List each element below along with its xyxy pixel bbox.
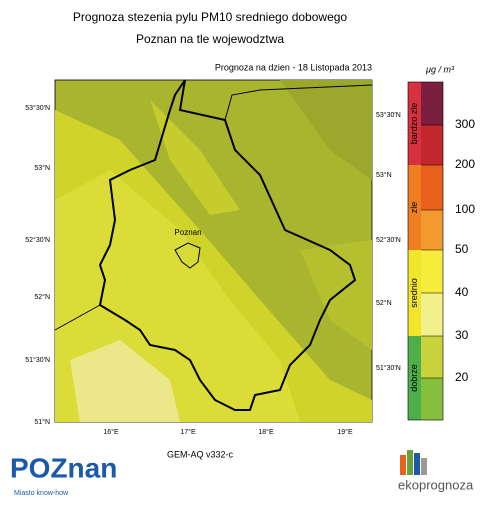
lat-label: 52°N [376, 299, 392, 307]
lat-label: 52°30'N [25, 236, 50, 244]
class-band [408, 82, 421, 165]
slogan: Miasto know-how [14, 490, 69, 497]
title: Prognoza stezenia pylu PM10 sredniego do… [73, 10, 348, 24]
lat-label: 53°30'N [25, 104, 50, 112]
class-label: zle [409, 202, 419, 214]
colorbar-label: 200 [455, 157, 475, 171]
model: GEM-AQ v332-c [167, 449, 234, 459]
lat-label: 52°N [34, 293, 50, 301]
lon-label: 17°E [180, 428, 196, 436]
colorbar-cell [421, 250, 443, 293]
colorbar-cell [421, 336, 443, 378]
colorbar-label: 30 [455, 328, 469, 342]
colorbar-label: 300 [455, 117, 475, 131]
lat-label: 52°30'N [376, 236, 401, 244]
colorbar-label: 40 [455, 285, 469, 299]
colorbar-cell [421, 125, 443, 165]
map: Poznan [54, 79, 373, 423]
logo: POZnan [10, 452, 117, 483]
class-band [408, 165, 421, 250]
class-band [408, 336, 421, 420]
class-label: dobrze [409, 364, 419, 392]
class-label: bardzo zle [409, 103, 419, 145]
lon-label: 19°E [337, 428, 353, 436]
colorbar-cell [421, 82, 443, 125]
colorbar-frame [407, 81, 444, 421]
lat-label: 51°30'N [25, 356, 50, 364]
brand: ekoprognoza [398, 477, 474, 492]
colorbar-cell [421, 165, 443, 210]
eko-logo [400, 450, 427, 475]
colorbar-cell [421, 378, 443, 420]
colorbar-label: 100 [455, 202, 475, 216]
lon-label: 16°E [103, 428, 119, 436]
colorbar-cell [421, 293, 443, 336]
class-label: srednio [409, 278, 419, 308]
colorbar-cell [421, 210, 443, 250]
lat-label: 53°30'N [376, 111, 401, 119]
subtitle: Poznan na tle wojewodztwa [136, 32, 284, 46]
lat-label: 53°N [376, 171, 392, 179]
colorbar-label: 50 [455, 242, 469, 256]
date: Prognoza na dzien - 18 Listopada 2013 [215, 62, 372, 72]
lat-label: 51°N [34, 418, 50, 426]
unit: μg / m³ [425, 64, 455, 74]
colorbar-label: 20 [455, 370, 469, 384]
lat-label: 51°30'N [376, 364, 401, 372]
class-band [408, 250, 421, 336]
lat-label: 53°N [34, 164, 50, 172]
city-label: Poznan [174, 228, 201, 237]
lon-label: 18°E [258, 428, 274, 436]
